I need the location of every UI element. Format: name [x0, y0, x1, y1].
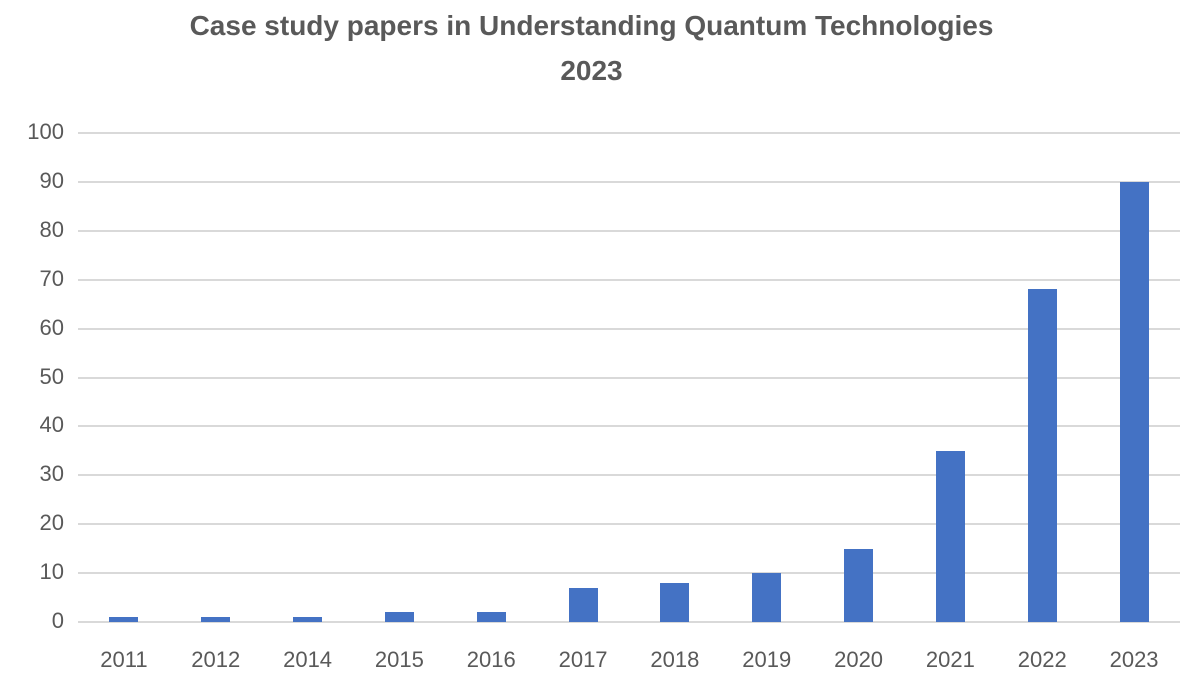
y-tick-label: 20: [39, 510, 64, 536]
chart-title-line-1: Case study papers in Understanding Quant…: [189, 10, 994, 41]
bar-2015: [384, 612, 414, 622]
bar-2012: [201, 617, 231, 622]
x-tick-label: 2016: [466, 647, 516, 672]
bar-2023: [1119, 181, 1149, 622]
x-tick-label: 2023: [1109, 647, 1159, 672]
gridline: [78, 327, 1180, 330]
gridline: [78, 425, 1180, 428]
x-tick-label: 2014: [283, 647, 333, 672]
x-tick-label: 2018: [650, 647, 700, 672]
y-tick-label: 100: [27, 119, 64, 144]
gridline: [78, 523, 1180, 526]
bar-2020: [844, 548, 874, 622]
bar-2018: [660, 582, 690, 622]
y-tick-label: 60: [39, 314, 64, 340]
gridline: [78, 132, 1180, 135]
y-tick-label: 50: [39, 363, 64, 389]
bar-2019: [752, 573, 782, 622]
x-tick-label: 2011: [100, 647, 148, 672]
y-tick-label: 0: [51, 608, 64, 633]
y-tick-label: 30: [39, 461, 64, 487]
x-tick-label: 2015: [374, 647, 424, 672]
bar-2011: [109, 617, 139, 622]
x-tick-label: 2021: [925, 647, 975, 672]
gridline: [78, 572, 1180, 575]
x-tick-label: 2012: [191, 647, 241, 672]
x-tick-label: 2020: [834, 647, 884, 672]
y-tick-label: 70: [39, 265, 64, 291]
y-tick-label: 90: [39, 167, 64, 193]
y-tick-label: 40: [39, 412, 64, 438]
bar-2016: [476, 612, 506, 622]
plot-area: [78, 132, 1180, 623]
bar-2021: [935, 450, 965, 622]
gridline: [78, 376, 1180, 379]
gridline: [78, 474, 1180, 477]
y-tick-label: 80: [39, 216, 64, 242]
bar-2014: [293, 617, 323, 622]
bar-2022: [1027, 289, 1057, 622]
gridline: [78, 180, 1180, 183]
x-tick-label: 2022: [1017, 647, 1067, 672]
x-tick-label: 2017: [558, 647, 608, 672]
x-tick-label: 2019: [742, 647, 792, 672]
bar-2017: [568, 587, 598, 622]
gridline: [78, 621, 1180, 623]
chart-title-line-2: 2023: [560, 55, 623, 86]
gridline: [78, 229, 1180, 232]
y-tick-label: 10: [39, 559, 64, 585]
gridline: [78, 278, 1180, 281]
